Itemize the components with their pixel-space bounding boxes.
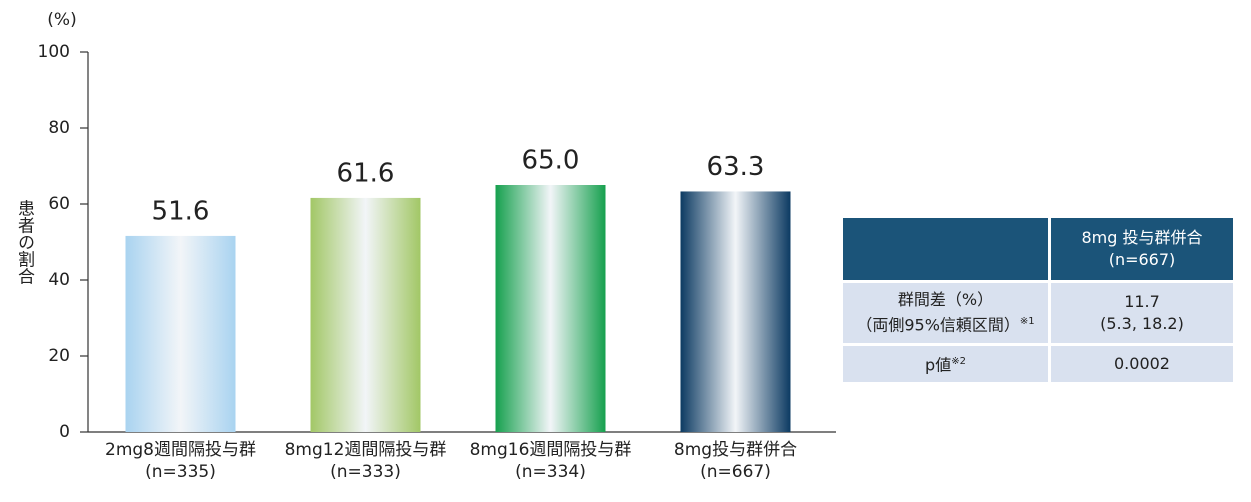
header-cell: 8mg 投与群併合 (n=667) xyxy=(1051,218,1233,280)
value-label: 65.0 xyxy=(522,146,580,176)
bar xyxy=(495,185,606,432)
header-text: 8mg 投与群併合 xyxy=(1081,228,1203,247)
value-label: 51.6 xyxy=(152,196,210,226)
x-tick-label: 2mg8週間隔投与群 xyxy=(105,440,256,460)
label-line: p値※2 xyxy=(925,351,966,376)
x-tick-sublabel: (n=335) xyxy=(145,462,216,482)
bar xyxy=(125,235,236,432)
y-tick-label: 60 xyxy=(48,194,70,214)
x-tick-sublabel: (n=667) xyxy=(700,462,771,482)
value-text: 0.0002 xyxy=(1114,354,1170,373)
table-header: 8mg 投与群併合 (n=667) xyxy=(843,218,1233,280)
y-tick-label: 100 xyxy=(38,42,70,62)
note: ※1 xyxy=(1019,316,1035,328)
value-label: 63.3 xyxy=(707,152,765,182)
row-label: p値※2 xyxy=(843,346,1048,382)
y-tick-label: 40 xyxy=(48,270,70,290)
row-label: 群間差（%） （両側95%信頼区間）※1 xyxy=(843,283,1048,343)
table-row: p値※2 0.0002 xyxy=(843,346,1233,382)
y-unit: (%) xyxy=(47,10,76,30)
value-text: 11.7 xyxy=(1124,292,1160,311)
value-text: (5.3, 18.2) xyxy=(1100,314,1184,333)
y-tick-label: 0 xyxy=(59,422,70,442)
bar xyxy=(680,191,791,432)
y-tick-label: 80 xyxy=(48,118,70,138)
x-tick-sublabel: (n=334) xyxy=(515,462,586,482)
row-value: 11.7 (5.3, 18.2) xyxy=(1051,283,1233,343)
x-tick-sublabel: (n=333) xyxy=(330,462,401,482)
label-line: （両側95%信頼区間）※1 xyxy=(856,311,1034,336)
label-text: 群間差（%） xyxy=(897,290,994,310)
y-tick-label: 20 xyxy=(48,346,70,366)
header-text: (n=667) xyxy=(1108,250,1176,269)
header-cell xyxy=(843,218,1048,280)
value-label: 61.6 xyxy=(337,158,395,188)
label-text: （両側95%信頼区間） xyxy=(856,315,1020,335)
table-row: 群間差（%） （両側95%信頼区間）※1 11.7 (5.3, 18.2) xyxy=(843,283,1233,343)
x-tick-label: 8mg投与群併合 xyxy=(674,440,797,460)
note: ※2 xyxy=(951,356,966,368)
bar xyxy=(310,197,421,432)
stats-table: 8mg 投与群併合 (n=667) 群間差（%） （両側95%信頼区間）※1 1… xyxy=(843,218,1233,385)
x-tick-label: 8mg16週間隔投与群 xyxy=(470,440,632,460)
y-axis-title: 患者の割合 xyxy=(14,199,35,284)
row-value: 0.0002 xyxy=(1051,346,1233,382)
label-text: p値 xyxy=(925,355,952,375)
x-tick-label: 8mg12週間隔投与群 xyxy=(285,440,447,460)
